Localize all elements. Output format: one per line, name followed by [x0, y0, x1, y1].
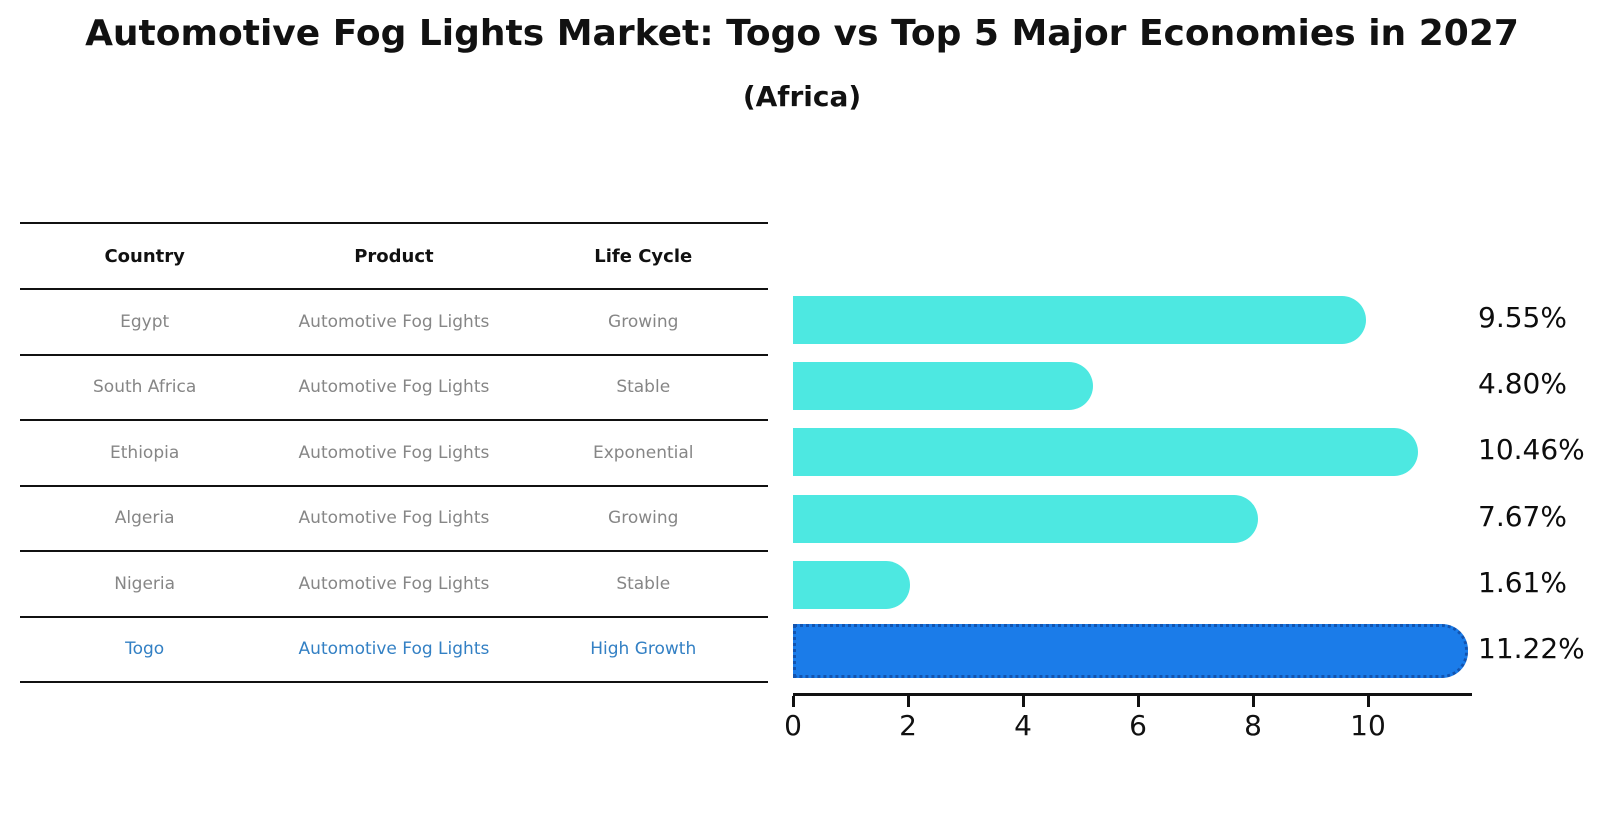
- life-cycle-cell: Growing: [608, 508, 679, 529]
- bar-egypt: [793, 296, 1367, 344]
- x-axis-line: [793, 693, 1472, 696]
- product-cell: Automotive Fog Lights: [298, 508, 490, 529]
- x-axis-tick: [1252, 696, 1255, 707]
- table-row: Ethiopia Automotive Fog Lights Exponenti…: [20, 421, 768, 487]
- life-cycle-cell: Stable: [616, 377, 671, 398]
- value-label: 1.61%: [1478, 566, 1567, 599]
- x-axis-tick-label: 8: [1244, 709, 1262, 742]
- col-header-country: Country: [104, 245, 185, 267]
- table-row: Nigeria Automotive Fog Lights Stable: [20, 552, 768, 618]
- bar-algeria: [793, 495, 1259, 543]
- life-cycle-cell: Growing: [608, 311, 679, 332]
- x-axis-tick-label: 4: [1014, 709, 1032, 742]
- table-row: Egypt Automotive Fog Lights Growing: [20, 290, 768, 356]
- table-header-row: Country Product Life Cycle: [20, 224, 768, 290]
- chart-title: Automotive Fog Lights Market: Togo vs To…: [85, 13, 1519, 54]
- table-row: Algeria Automotive Fog Lights Growing: [20, 487, 768, 552]
- value-label: 10.46%: [1478, 433, 1585, 466]
- product-cell: Automotive Fog Lights: [298, 639, 490, 660]
- value-label: 11.22%: [1478, 632, 1585, 665]
- bar-nigeria: [793, 561, 910, 609]
- country-cell: Togo: [125, 639, 165, 660]
- product-cell: Automotive Fog Lights: [298, 377, 490, 398]
- country-cell: Ethiopia: [110, 442, 180, 463]
- bar-south-africa: [793, 362, 1093, 410]
- x-axis-tick-label: 2: [899, 709, 917, 742]
- country-cell: Algeria: [114, 508, 175, 529]
- table-row-togo-highlighted: Togo Automotive Fog Lights High Growth: [20, 618, 768, 683]
- x-axis-tick-label: 6: [1129, 709, 1147, 742]
- product-cell: Automotive Fog Lights: [298, 573, 490, 594]
- x-axis-tick: [1137, 696, 1140, 707]
- bar-ethiopia: [793, 428, 1419, 476]
- life-cycle-cell: Exponential: [592, 442, 694, 463]
- comparison-table: Country Product Life Cycle Egypt Automot…: [20, 222, 768, 683]
- value-label: 7.67%: [1478, 500, 1567, 533]
- x-axis-tick: [792, 696, 795, 707]
- chart-subtitle: (Africa): [742, 80, 862, 113]
- value-label: 9.55%: [1478, 301, 1567, 334]
- col-header-life-cycle: Life Cycle: [594, 245, 693, 267]
- product-cell: Automotive Fog Lights: [298, 442, 490, 463]
- x-axis-tick: [1022, 696, 1025, 707]
- x-axis-tick: [907, 696, 910, 707]
- x-axis-tick-label: 0: [784, 709, 802, 742]
- life-cycle-cell: Stable: [616, 573, 671, 594]
- bar-togo-highlighted: [793, 624, 1469, 678]
- value-label: 4.80%: [1478, 367, 1567, 400]
- country-cell: Nigeria: [114, 573, 176, 594]
- x-axis-tick-label: 10: [1350, 709, 1386, 742]
- table-row: South Africa Automotive Fog Lights Stabl…: [20, 356, 768, 421]
- col-header-product: Product: [354, 245, 434, 267]
- country-cell: Egypt: [120, 311, 170, 332]
- product-cell: Automotive Fog Lights: [298, 311, 490, 332]
- x-axis-tick: [1367, 696, 1370, 707]
- life-cycle-cell: High Growth: [590, 639, 697, 660]
- country-cell: South Africa: [93, 377, 197, 398]
